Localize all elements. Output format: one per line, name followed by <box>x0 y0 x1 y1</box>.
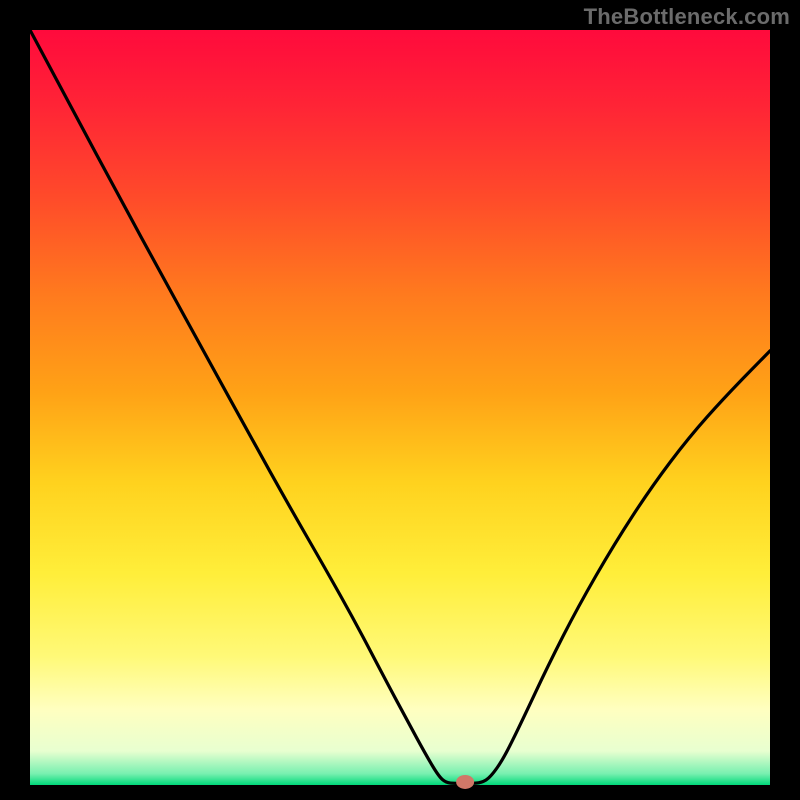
bottleneck-chart <box>0 0 800 800</box>
watermark-text: TheBottleneck.com <box>584 4 790 30</box>
plot-area <box>30 30 770 785</box>
chart-frame: TheBottleneck.com <box>0 0 800 800</box>
optimal-marker <box>456 775 474 789</box>
